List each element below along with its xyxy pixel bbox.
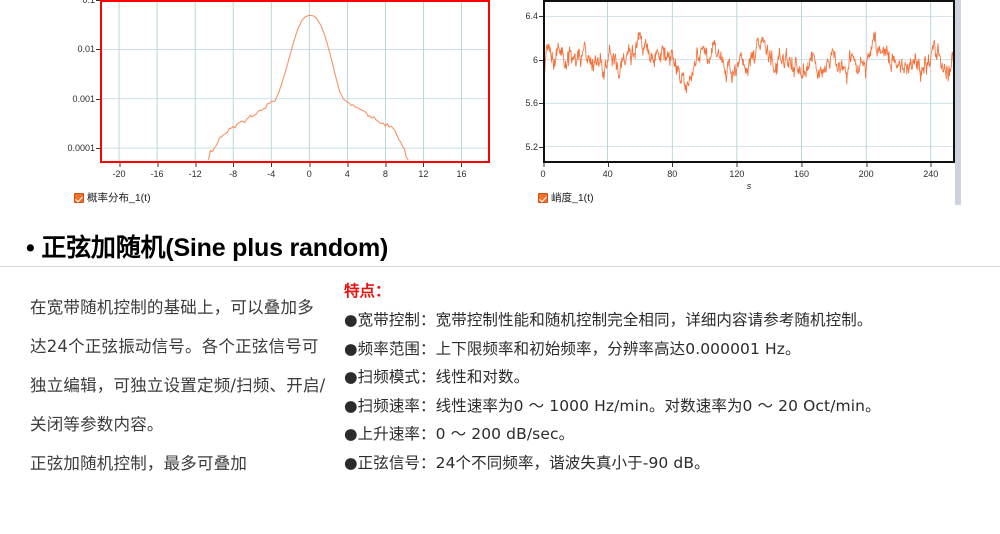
x-tick-label: 12 (418, 163, 428, 179)
left-paragraph-2: 正弦加随机控制，最多可叠加 (30, 454, 248, 473)
feature-item: ●扫频速率：线性速率为0 ～ 1000 Hz/min。对数速率为0 ～ 20 O… (344, 396, 881, 415)
pdf-plot-area (100, 0, 490, 163)
y-tick-label: 5.2 (525, 141, 543, 152)
feature-item: ●上升速率：0 ～ 200 dB/sec。 (344, 425, 575, 443)
section-heading: • 正弦加随机(Sine plus random) (26, 228, 388, 264)
x-tick-label: 160 (794, 163, 809, 179)
vertical-scrollbar[interactable] (955, 0, 961, 205)
x-tick-label: -4 (267, 163, 275, 179)
kurtosis-legend-checkbox-icon[interactable] (538, 192, 548, 203)
x-tick-label: -16 (151, 163, 164, 179)
y-tick-label: 0.1 (82, 0, 100, 5)
kurtosis-plot-svg (543, 0, 955, 163)
feature-item: ●正弦信号：24个不同频率，谐波失真小于-90 dB。 (344, 453, 710, 472)
x-tick-label: -20 (113, 163, 126, 179)
charts-region: 0.1 0.01 0.001 0.0001 -20 -16 -12 -8 -4 0 4 8 12 16 … (0, 0, 1000, 212)
x-tick-label: 8 (383, 163, 388, 179)
y-tick-label: 6.4 (525, 11, 543, 22)
x-tick-label: 240 (923, 163, 938, 179)
heading-divider (0, 266, 1000, 267)
kurtosis-chart: 6.4 6 5.6 5.2 s 0 40 80 120 160 200 240 峭度_1(t) (520, 0, 960, 212)
feature-item: ●扫频模式：线性和对数。 (344, 368, 530, 386)
pdf-plot-wrapper: 0.1 0.01 0.001 0.0001 (67, 0, 490, 163)
kurtosis-data-line (543, 31, 955, 93)
x-tick-label: 40 (603, 163, 613, 179)
kurtosis-x-axis-title: s (746, 181, 752, 191)
pdf-legend[interactable]: 概率分布_1(t) (74, 190, 151, 205)
x-tick-label: 200 (859, 163, 874, 179)
feature-item: ●宽带控制：宽带控制性能和随机控制完全相同，详细内容请参考随机控制。 (344, 311, 873, 329)
probability-distribution-chart: 0.1 0.01 0.001 0.0001 -20 -16 -12 -8 -4 0 4 8 12 16 … (0, 0, 500, 212)
kurtosis-x-axis: s 0 40 80 120 160 200 240 (540, 163, 955, 191)
pdf-legend-checkbox-icon[interactable] (74, 192, 84, 203)
pdf-x-axis: -20 -16 -12 -8 -4 0 4 8 12 16 (100, 163, 490, 185)
x-tick-label: 80 (667, 163, 677, 179)
features-list: ●宽带控制：宽带控制性能和随机控制完全相同，详细内容请参考随机控制。 ●频率范围：… (344, 306, 992, 477)
x-tick-label: 4 (345, 163, 350, 179)
pdf-legend-label: 概率分布_1(t) (87, 192, 151, 204)
kurtosis-legend-label: 峭度_1(t) (551, 192, 594, 204)
kurtosis-plot-area (543, 0, 955, 163)
features-column: 特点： ●宽带控制：宽带控制性能和随机控制完全相同，详细内容请参考随机控制。 ●频… (344, 278, 992, 477)
feature-item: ●频率范围：上下限频率和初始频率，分辨率高达0.000001 Hz。 (344, 339, 801, 358)
heading-bullet: • (26, 234, 35, 262)
x-tick-label: 0 (540, 163, 546, 179)
x-tick-label: -8 (229, 163, 237, 179)
y-tick-label: 0.0001 (67, 143, 100, 154)
features-title: 特点： (344, 282, 391, 300)
y-tick-label: 0.001 (72, 93, 100, 104)
y-tick-label: 6 (532, 54, 544, 65)
y-tick-label: 0.01 (77, 44, 100, 55)
kurtosis-plot-wrapper: 6.4 6 5.6 5.2 (525, 0, 955, 163)
pdf-data-line (207, 14, 409, 161)
kurtosis-legend[interactable]: 峭度_1(t) (538, 190, 594, 205)
x-tick-label: -12 (189, 163, 202, 179)
y-tick-label: 5.6 (525, 98, 543, 109)
left-description-column: 在宽带随机控制的基础上，可以叠加多达24个正弦振动信号。各个正弦信号可独立编辑，… (30, 288, 330, 483)
heading-text: 正弦加随机(Sine plus random) (41, 234, 389, 262)
x-tick-label: 16 (456, 163, 466, 179)
pdf-plot-svg (100, 0, 490, 163)
x-tick-label: 120 (729, 163, 744, 179)
left-paragraph-1: 在宽带随机控制的基础上，可以叠加多达24个正弦振动信号。各个正弦信号可独立编辑，… (30, 298, 326, 434)
x-tick-label: 0 (307, 163, 312, 179)
